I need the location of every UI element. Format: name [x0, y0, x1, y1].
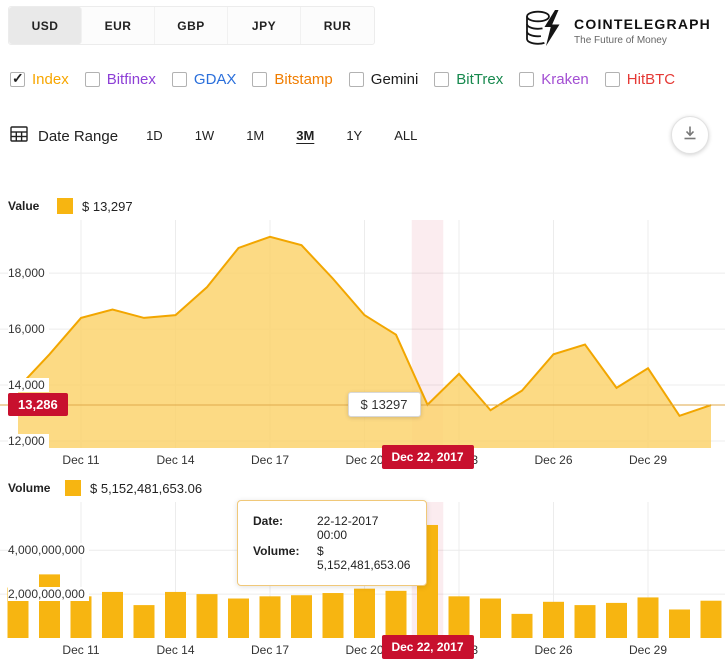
coins-lightning-logo-icon [523, 9, 565, 52]
currency-tab-rur[interactable]: RUR [323, 18, 352, 33]
tooltip-date-row: Date: 22-12-2017 00:00 [253, 514, 411, 542]
x-axis-label: Dec 26 [534, 643, 573, 657]
x-axis-label: Dec 17 [250, 643, 290, 657]
exchange-label: Kraken [541, 70, 589, 88]
x-axis-label: Dec 11 [62, 643, 100, 657]
tooltip-date-value: 22-12-2017 00:00 [317, 514, 379, 542]
x-axis-label: Dec 29 [628, 643, 668, 657]
checkbox-gdax[interactable] [171, 71, 187, 87]
currency-tab-gbp[interactable]: GBP [155, 7, 228, 44]
exchange-label: Bitstamp [274, 70, 333, 88]
value-legend-swatch [57, 198, 73, 214]
volume-legend-amount: $ 5,152,481,653.06 [90, 480, 203, 496]
exchange-label: Index [32, 70, 69, 88]
current-price-badge: 13,286 [8, 393, 68, 417]
x-axis-label: Dec 14 [156, 453, 195, 467]
volume-legend-title: Volume [8, 481, 51, 495]
value-x-axis: Dec 22, 2017 Dec 11 Dec 14 Dec 17 Dec 20 Dec… [0, 445, 725, 470]
value-chart-canvas [0, 220, 725, 448]
exchange-label: GDAX [193, 70, 237, 88]
x-axis-label: Dec 14 [156, 643, 195, 657]
range-option-3m[interactable]: 3M [296, 128, 315, 143]
value-y-tick: 18,000 [8, 266, 49, 281]
volume-y-tick: 4,000,000,000 [8, 543, 89, 558]
value-y-tick: 16,000 [8, 322, 49, 337]
range-option-all[interactable]: ALL [394, 128, 418, 143]
range-option-1y[interactable]: 1Y [346, 128, 363, 143]
value-area-chart[interactable]: 13,286 $ 13297 12,000 14,000 16,000 18,000 [0, 220, 725, 448]
tooltip-volume-row: Volume: $ 5,152,481,653.06 [253, 544, 411, 572]
date-range-options: 1D 1W 1M 3M 1Y ALL [146, 127, 449, 145]
tooltip-date-label: Date: [253, 514, 284, 528]
x-axis-label: Dec 20 [345, 643, 384, 657]
x-axis-label: Dec 26 [534, 453, 573, 467]
tooltip-volume-value: $ 5,152,481,653.06 [317, 544, 411, 572]
value-legend-amount: $ 13,297 [82, 198, 133, 214]
range-option-1d[interactable]: 1D [146, 128, 163, 143]
exchange-label: HitBTC [626, 70, 676, 88]
checkbox-bittrex[interactable] [434, 71, 450, 87]
value-y-tick: 12,000 [8, 434, 49, 448]
selected-date-badge: Dec 22, 2017 [381, 445, 474, 469]
volume-tooltip: Date: 22-12-2017 00:00 Volume: $ 5,152,4… [237, 500, 427, 586]
calendar-grid-icon [10, 125, 28, 148]
tooltip-volume-label: Volume: [253, 544, 300, 558]
exchange-filter-bitfinex[interactable]: Bitfinex [84, 70, 156, 88]
volume-x-axis: Dec 22, 2017 Dec 11 Dec 14 Dec 17 Dec 20 Dec… [0, 635, 725, 660]
exchange-filter-bittrex[interactable]: BitTrex [434, 71, 503, 88]
exchange-filter-gemini[interactable]: Gemini [348, 70, 419, 88]
exchange-filter-gdax[interactable]: GDAX [171, 70, 237, 88]
volume-legend-swatch [65, 480, 81, 496]
download-button[interactable] [671, 116, 709, 154]
checkbox-gemini[interactable] [348, 71, 364, 87]
x-axis-label: Dec 11 [62, 453, 100, 467]
x-axis-label: Dec 20 [345, 453, 384, 467]
logo-text: COINTELEGRAPH The Future of Money [574, 16, 711, 46]
value-y-tick: 14,000 [8, 378, 49, 393]
x-axis-label: Dec 29 [628, 453, 668, 467]
value-legend: Value $ 13,297 [0, 196, 725, 216]
checkbox-index[interactable] [10, 70, 25, 87]
currency-tab-eur[interactable]: EUR [82, 7, 155, 44]
checkbox-hitbtc[interactable] [604, 71, 620, 87]
currency-tab-usd[interactable]: USD [9, 7, 82, 44]
volume-bar-chart[interactable]: Date: 22-12-2017 00:00 Volume: $ 5,152,4… [0, 500, 725, 638]
value-legend-title: Value [8, 199, 40, 213]
cointelegraph-logo: COINTELEGRAPH The Future of Money [523, 6, 715, 52]
exchange-filter-index[interactable]: Index [10, 70, 69, 88]
value-point-tooltip: $ 13297 [347, 391, 421, 417]
checkbox-bitstamp[interactable] [252, 71, 268, 87]
logo-name: COINTELEGRAPH [574, 15, 711, 32]
checkbox-kraken[interactable] [519, 71, 535, 87]
date-range-label: Date Range [38, 127, 119, 145]
exchange-filter-bitstamp[interactable]: Bitstamp [252, 70, 333, 88]
exchange-label: Bitfinex [106, 70, 156, 88]
x-axis-label: Dec 17 [250, 453, 290, 467]
exchange-label: Gemini [370, 70, 419, 88]
volume-legend: Volume $ 5,152,481,653.06 [0, 478, 725, 498]
exchange-label: BitTrex [456, 70, 504, 88]
selected-date-badge: Dec 22, 2017 [381, 635, 474, 659]
exchange-filters: Index Bitfinex GDAX Bitstamp Gemini BitTrex Kr… [0, 68, 725, 90]
logo-tagline: The Future of Money [574, 34, 667, 46]
range-option-1w[interactable]: 1W [194, 128, 215, 143]
currency-tab-jpy[interactable]: JPY [228, 7, 301, 44]
download-icon [682, 125, 698, 146]
checkbox-bitfinex[interactable] [84, 71, 100, 87]
date-range-row: Date Range 1D 1W 1M 3M 1Y ALL [0, 116, 725, 156]
exchange-filter-hitbtc[interactable]: HitBTC [604, 70, 676, 88]
volume-y-tick: 2,000,000,000 [8, 587, 89, 602]
range-option-1m[interactable]: 1M [246, 128, 265, 143]
exchange-filter-kraken[interactable]: Kraken [519, 71, 589, 88]
currency-tabs: USD EUR GBP JPY RUR [8, 6, 375, 45]
top-bar: USD EUR GBP JPY RUR COINTELEGRAPH The Future… [0, 0, 725, 52]
